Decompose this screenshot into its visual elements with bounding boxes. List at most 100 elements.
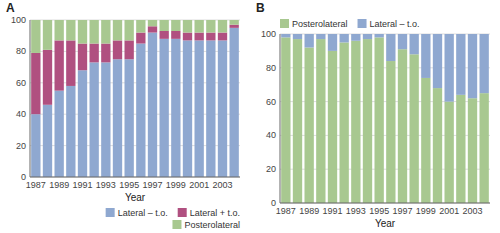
bar-segment [218, 33, 227, 41]
bar-segment [43, 50, 52, 105]
bar-segment [160, 31, 169, 39]
bar-segment [160, 20, 169, 31]
bar-segment [398, 49, 407, 203]
bar-segment [328, 34, 337, 51]
bar-segment [328, 51, 337, 203]
bar-segment [375, 34, 384, 37]
bar-segment [55, 40, 64, 90]
y-tick-label: 100 [261, 29, 276, 39]
bar-segment [90, 20, 99, 44]
bar-segment [230, 20, 239, 25]
x-tick-label: 2003 [462, 206, 482, 216]
bar-segment [218, 40, 227, 177]
bar-segment [206, 40, 215, 177]
bar-segment [90, 44, 99, 63]
bar-segment [136, 20, 145, 33]
bar-segment [386, 34, 395, 61]
legend: Lateral – t.o. Lateral + t.o. Posterolater… [106, 208, 240, 230]
bar-segment [421, 78, 430, 203]
x-tick-label: 1993 [346, 206, 366, 216]
panel: B020406080100198719891991199319951997199… [256, 1, 490, 229]
bar-segment [160, 39, 169, 177]
x-axis-label: Year [125, 192, 146, 203]
panel-title: B [256, 1, 265, 15]
y-tick-label: 20 [266, 164, 276, 174]
y-tick-label: 40 [16, 109, 26, 119]
bar-segment [206, 20, 215, 33]
legend-label: Lateral – t.o. [118, 208, 168, 218]
bar-segment [340, 34, 349, 42]
y-tick-label: 80 [266, 63, 276, 73]
bar-segment [410, 54, 419, 203]
bar-segment [78, 44, 87, 71]
bar-segment [66, 86, 75, 177]
legend-swatch [172, 220, 181, 229]
bar-segment [468, 98, 477, 203]
bar-segment [43, 20, 52, 50]
bar-segment [293, 39, 302, 203]
bar-segment [316, 34, 325, 39]
x-tick-label: 1993 [96, 180, 116, 190]
bar-segment [171, 31, 180, 39]
bar-segment [340, 42, 349, 203]
bar-segment [101, 62, 110, 177]
legend: PosterolateralLateral – t.o. [280, 19, 420, 29]
bar-segment [445, 34, 454, 102]
bar-segment [480, 34, 489, 93]
bar-segment [113, 59, 122, 177]
bar-segment [31, 53, 40, 114]
x-tick-label: 1989 [299, 206, 319, 216]
x-tick-label: 1991 [322, 206, 342, 216]
bar-segment [433, 88, 442, 203]
bar-segment [78, 70, 87, 177]
grid-line [280, 203, 490, 204]
x-tick-label: 1991 [72, 180, 92, 190]
bar-segment [305, 34, 314, 48]
legend-label: Lateral – t.o. [370, 19, 420, 29]
bar-segment [230, 28, 239, 177]
bars [281, 34, 489, 203]
legend-swatch [106, 208, 115, 217]
x-tick-label: 2001 [439, 206, 459, 216]
bar-segment [101, 44, 110, 63]
bar-segment [398, 34, 407, 49]
y-tick-label: 60 [16, 78, 26, 88]
legend-swatch [358, 19, 367, 28]
x-tick-label: 1987 [276, 206, 296, 216]
grid-line [30, 177, 240, 178]
y-tick-label: 40 [266, 130, 276, 140]
bar-segment [363, 39, 372, 203]
x-tick-label: 2003 [212, 180, 232, 190]
y-tick-label: 20 [16, 141, 26, 151]
bar-segment [125, 40, 134, 59]
y-tick-label: 60 [266, 97, 276, 107]
bar-segment [125, 59, 134, 177]
bar-segment [281, 37, 290, 203]
bar-segment [43, 105, 52, 177]
bar-segment [218, 20, 227, 33]
bar-segment [171, 39, 180, 177]
bar-segment [421, 34, 430, 78]
bar-segment [445, 102, 454, 203]
x-axis-line [30, 177, 240, 178]
legend-label: Lateral + t.o. [190, 208, 240, 218]
bar-segment [66, 40, 75, 86]
chart-canvas: A020406080100198719891991199319951997199… [0, 0, 500, 233]
bar-segment [183, 33, 192, 41]
x-axis-label: Year [375, 218, 396, 229]
bar-segment [125, 20, 134, 40]
x-tick-label: 1995 [369, 206, 389, 216]
bar-segment [195, 33, 204, 41]
bar-segment [468, 34, 477, 98]
legend-label: Posterolateral [184, 220, 240, 230]
bar-segment [183, 20, 192, 33]
x-tick-label: 1999 [416, 206, 436, 216]
bar-segment [206, 33, 215, 41]
bar-segment [456, 34, 465, 95]
bar-segment [55, 91, 64, 177]
bar-segment [31, 20, 40, 53]
bar-segment [113, 20, 122, 40]
panel-title: A [6, 1, 15, 15]
bar-segment [480, 93, 489, 203]
bar-segment [386, 61, 395, 203]
